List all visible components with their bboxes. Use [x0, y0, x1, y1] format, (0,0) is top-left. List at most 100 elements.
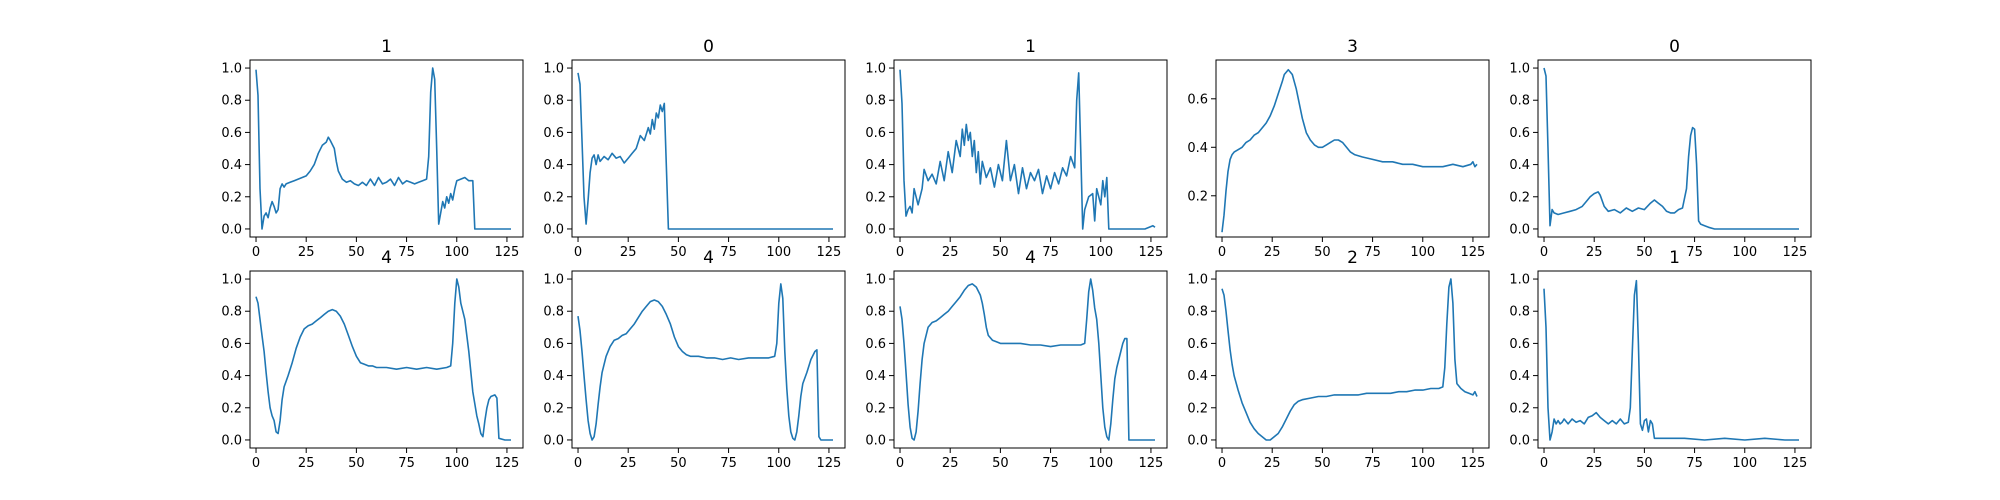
series-line [577, 283, 833, 441]
x-tick-label: 75 [1042, 456, 1059, 471]
x-tick-label: 0 [1218, 456, 1226, 471]
x-tick-label: 50 [1314, 456, 1331, 471]
axes-frame [1537, 270, 1812, 449]
y-tick-label: 0.2 [221, 190, 242, 205]
x-tick-label: 75 [720, 456, 737, 471]
series-line [1543, 67, 1799, 230]
y-tick-label: 0.8 [865, 305, 886, 320]
x-tick-label: 125 [1461, 245, 1486, 260]
y-tick-label: 0.8 [221, 94, 242, 109]
x-tick-label: 25 [298, 456, 315, 471]
x-tick-label: 100 [1088, 245, 1113, 260]
y-tick-label: 0.0 [221, 433, 242, 448]
y-tick-label: 0.4 [543, 369, 564, 384]
y-tick-label: 0.4 [221, 158, 242, 173]
axes-frame [571, 59, 846, 238]
x-tick-label: 125 [1461, 456, 1486, 471]
x-tick-label: 25 [942, 456, 959, 471]
subplot-6: 4 0 25 50 75 100 125 0.0 0.2 0.4 0.6 0.8 1.0 [221, 248, 524, 471]
y-tick-label: 0.2 [1187, 401, 1208, 416]
x-tick-label: 0 [1540, 245, 1548, 260]
x-tick-label: 125 [495, 456, 520, 471]
y-tick-label: 0.4 [543, 158, 564, 173]
x-tick-label: 100 [444, 245, 469, 260]
subplot-5: 0 0 25 50 75 100 125 0.0 0.2 0.4 0.6 0.8 1.0 [1509, 37, 1812, 260]
y-tick-label: 0.4 [1509, 158, 1530, 173]
y-tick-label: 0.2 [543, 190, 564, 205]
x-tick-label: 75 [398, 456, 415, 471]
x-tick-label: 25 [620, 456, 637, 471]
x-tick-label: 125 [1139, 245, 1164, 260]
subplot-8: 4 0 25 50 75 100 125 0.0 0.2 0.4 0.6 0.8 1.0 [865, 248, 1168, 471]
x-tick-label: 100 [1732, 245, 1757, 260]
x-tick-label: 25 [1264, 456, 1281, 471]
y-tick-label: 0.0 [221, 222, 242, 237]
y-tick-label: 1.0 [865, 62, 886, 77]
x-tick-label: 0 [252, 245, 260, 260]
subplot-title: 4 [703, 248, 714, 268]
x-tick-label: 125 [817, 456, 842, 471]
y-tick-label: 0.4 [1187, 141, 1208, 156]
x-tick-label: 0 [1540, 456, 1548, 471]
y-tick-label: 0.2 [1187, 189, 1208, 204]
y-tick-label: 0.8 [221, 305, 242, 320]
x-tick-label: 0 [1218, 245, 1226, 260]
x-tick-label: 125 [495, 245, 520, 260]
x-tick-label: 25 [942, 245, 959, 260]
y-tick-label: 1.0 [865, 273, 886, 288]
x-tick-label: 0 [252, 456, 260, 471]
y-tick-label: 0.4 [865, 369, 886, 384]
x-tick-label: 125 [817, 245, 842, 260]
axes-frame [1537, 59, 1812, 238]
y-tick-label: 0.4 [1187, 369, 1208, 384]
series-line [899, 69, 1156, 230]
y-tick-label: 0.4 [1509, 369, 1530, 384]
x-tick-label: 50 [1314, 245, 1331, 260]
subplot-7: 4 0 25 50 75 100 125 0.0 0.2 0.4 0.6 0.8 1.0 [543, 248, 846, 471]
y-tick-label: 0.4 [865, 158, 886, 173]
y-tick-label: 0.0 [1509, 433, 1530, 448]
x-tick-label: 50 [1636, 456, 1653, 471]
x-tick-label: 100 [1410, 245, 1435, 260]
y-tick-label: 0.0 [543, 433, 564, 448]
x-tick-label: 25 [1586, 456, 1603, 471]
series-line [899, 278, 1155, 441]
y-tick-label: 0.0 [865, 222, 886, 237]
x-tick-label: 50 [348, 456, 365, 471]
y-tick-label: 1.0 [543, 273, 564, 288]
subplot-title: 1 [381, 37, 392, 57]
subplot-title: 0 [703, 37, 714, 57]
y-tick-label: 0.8 [543, 305, 564, 320]
x-tick-label: 100 [766, 245, 791, 260]
axes-frame [571, 270, 846, 449]
x-tick-label: 25 [620, 245, 637, 260]
x-tick-label: 75 [1042, 245, 1059, 260]
axes-frame [893, 270, 1168, 449]
subplot-3: 1 0 25 50 75 100 125 0.0 0.2 0.4 0.6 0.8 1.0 [865, 37, 1168, 260]
series-line [255, 67, 511, 230]
x-tick-label: 100 [1410, 456, 1435, 471]
subplot-title: 0 [1669, 37, 1680, 57]
axes-frame [893, 59, 1168, 238]
y-tick-label: 0.6 [1509, 337, 1530, 352]
x-tick-label: 50 [992, 245, 1009, 260]
y-tick-label: 0.8 [1187, 305, 1208, 320]
y-tick-label: 0.0 [865, 433, 886, 448]
y-tick-label: 0.8 [865, 94, 886, 109]
subplot-title: 3 [1347, 37, 1358, 57]
y-tick-label: 0.2 [865, 190, 886, 205]
x-tick-label: 50 [348, 245, 365, 260]
y-tick-label: 0.6 [221, 337, 242, 352]
subplot-10: 1 0 25 50 75 100 125 0.0 0.2 0.4 0.6 0.8 1.0 [1509, 248, 1812, 471]
x-tick-label: 50 [1636, 245, 1653, 260]
y-tick-label: 1.0 [543, 62, 564, 77]
y-tick-label: 1.0 [1509, 62, 1530, 77]
x-tick-label: 50 [992, 456, 1009, 471]
x-tick-label: 75 [1364, 456, 1381, 471]
y-tick-label: 0.6 [1509, 126, 1530, 141]
x-tick-label: 100 [444, 456, 469, 471]
x-tick-label: 0 [896, 245, 904, 260]
y-tick-label: 0.4 [221, 369, 242, 384]
x-tick-label: 0 [896, 456, 904, 471]
